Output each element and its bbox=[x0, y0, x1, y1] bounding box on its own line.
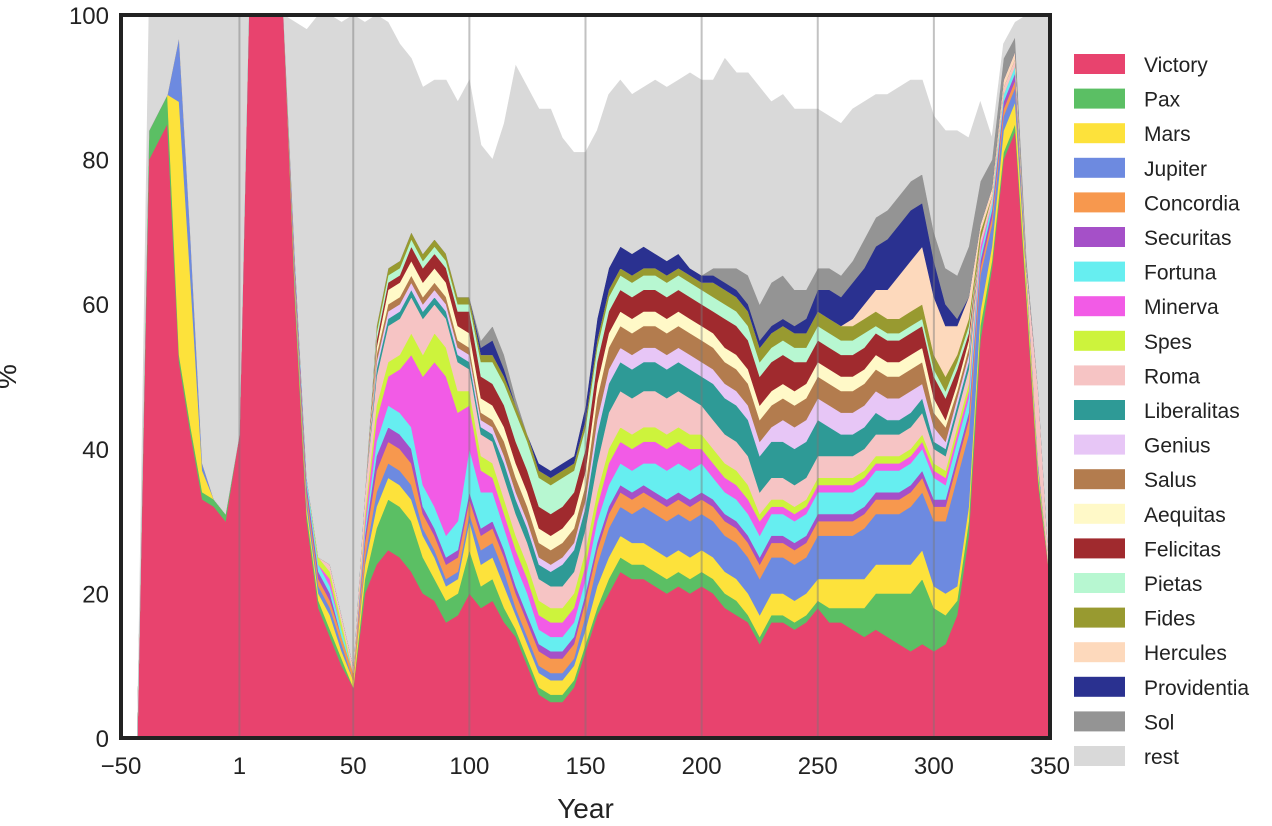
legend-label-securitas: Securitas bbox=[1144, 227, 1232, 250]
y-tick-label: 80 bbox=[82, 148, 109, 175]
legend-swatch-providentia bbox=[1074, 676, 1125, 697]
legend-swatch-aequitas bbox=[1074, 503, 1125, 524]
stacked-areas bbox=[136, 14, 1051, 739]
legend-swatch-rest bbox=[1074, 746, 1125, 766]
legend-label-spes: Spes bbox=[1144, 331, 1192, 354]
x-axis-ticks: −50 1 50 100 150 200 250 300 350 bbox=[101, 753, 1070, 780]
x-tick-label: 300 bbox=[914, 753, 954, 780]
x-axis-title: Year bbox=[557, 793, 614, 824]
legend: Victory Pax Mars Jupiter Concordia Securitas F… bbox=[1074, 54, 1249, 769]
legend-swatch-liberalitas bbox=[1074, 400, 1125, 420]
legend-label-roma: Roma bbox=[1144, 365, 1200, 388]
legend-label-jupiter: Jupiter bbox=[1144, 158, 1207, 181]
legend-label-rest: rest bbox=[1144, 746, 1179, 769]
y-axis-ticks: 0 20 40 60 80 100 bbox=[69, 3, 109, 753]
legend-swatch-fides bbox=[1074, 607, 1125, 628]
legend-label-mars: Mars bbox=[1144, 123, 1191, 146]
legend-swatch-roma bbox=[1074, 365, 1125, 386]
legend-label-providentia: Providentia bbox=[1144, 677, 1249, 700]
y-tick-label: 60 bbox=[82, 292, 109, 319]
x-tick-label: 150 bbox=[565, 753, 605, 780]
legend-swatch-fortuna bbox=[1074, 261, 1125, 282]
legend-swatch-victory bbox=[1074, 54, 1125, 74]
legend-label-minerva: Minerva bbox=[1144, 296, 1219, 319]
legend-label-victory: Victory bbox=[1144, 54, 1208, 77]
x-tick-label: 50 bbox=[340, 753, 367, 780]
legend-label-hercules: Hercules bbox=[1144, 642, 1227, 665]
legend-swatch-securitas bbox=[1074, 227, 1125, 247]
legend-label-sol: Sol bbox=[1144, 711, 1174, 734]
y-tick-label: 20 bbox=[82, 581, 109, 608]
legend-label-felicitas: Felicitas bbox=[1144, 538, 1221, 561]
legend-label-genius: Genius bbox=[1144, 435, 1211, 458]
legend-swatch-hercules bbox=[1074, 642, 1125, 663]
x-tick-label: −50 bbox=[101, 753, 142, 780]
x-tick-label: 100 bbox=[449, 753, 489, 780]
legend-label-concordia: Concordia bbox=[1144, 192, 1240, 215]
plot-frame bbox=[119, 13, 1052, 740]
legend-label-pietas: Pietas bbox=[1144, 573, 1202, 596]
y-axis-title: % bbox=[0, 364, 22, 389]
legend-swatch-concordia bbox=[1074, 192, 1125, 213]
legend-swatch-genius bbox=[1074, 434, 1125, 455]
legend-swatch-jupiter bbox=[1074, 157, 1125, 178]
reference-lines bbox=[238, 15, 935, 738]
legend-swatch-pax bbox=[1074, 88, 1125, 109]
y-tick-label: 40 bbox=[82, 437, 109, 464]
legend-swatch-mars bbox=[1074, 123, 1125, 144]
legend-label-aequitas: Aequitas bbox=[1144, 504, 1226, 527]
x-tick-label: 200 bbox=[682, 753, 722, 780]
legend-swatch-pietas bbox=[1074, 573, 1125, 593]
legend-label-fortuna: Fortuna bbox=[1144, 262, 1217, 285]
legend-swatch-felicitas bbox=[1074, 538, 1125, 559]
legend-label-pax: Pax bbox=[1144, 89, 1181, 112]
y-tick-label: 100 bbox=[69, 3, 109, 30]
legend-swatch-salus bbox=[1074, 469, 1125, 490]
legend-label-liberalitas: Liberalitas bbox=[1144, 400, 1240, 423]
x-tick-label: 1 bbox=[233, 753, 246, 780]
legend-label-fides: Fides bbox=[1144, 608, 1195, 631]
x-tick-label: 250 bbox=[798, 753, 838, 780]
y-tick-label: 0 bbox=[96, 726, 109, 753]
legend-label-salus: Salus bbox=[1144, 469, 1197, 492]
legend-swatch-minerva bbox=[1074, 296, 1125, 317]
legend-swatch-spes bbox=[1074, 330, 1125, 351]
x-tick-label: 350 bbox=[1030, 753, 1070, 780]
legend-swatch-sol bbox=[1074, 711, 1125, 732]
